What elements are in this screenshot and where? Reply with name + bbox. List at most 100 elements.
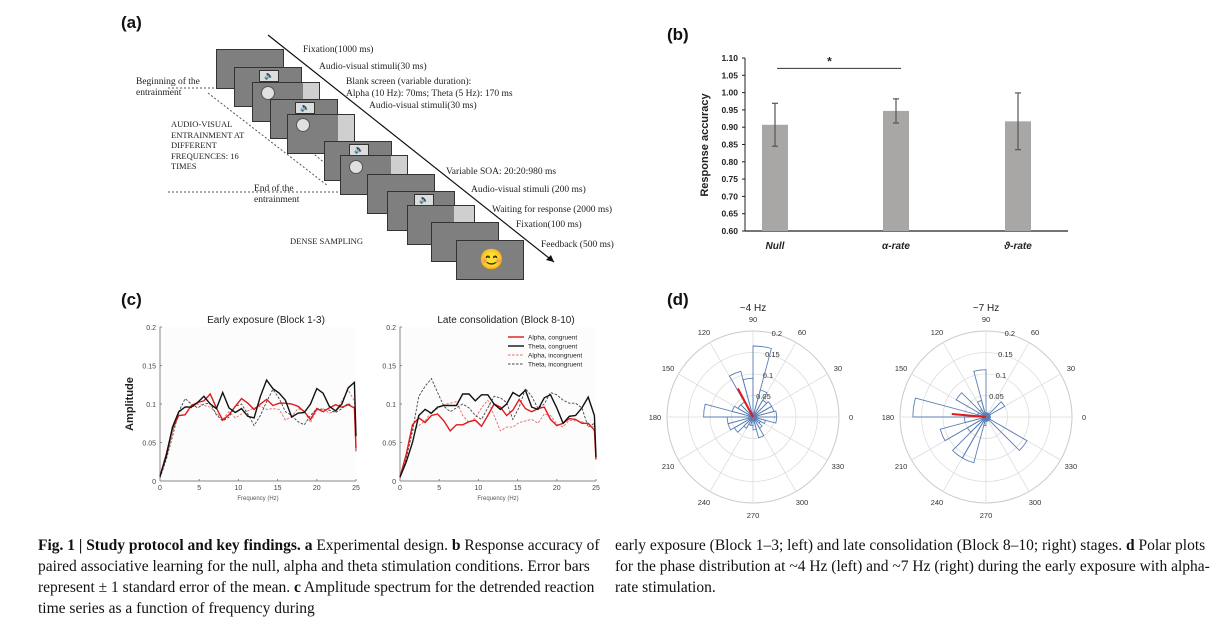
- angle-tick-label: 270: [747, 511, 760, 520]
- y-tick-label: 0.05: [142, 441, 156, 448]
- panel-a-experimental-design: 🔈 🔈 🔈 🔈 😊 Fixation(1000 ms) Audio-visual…: [0, 0, 640, 290]
- step-label: Audio-visual stimuli(30 ms): [319, 62, 427, 72]
- step-label: Alpha (10 Hz): 70ms; Theta (5 Hz): 170 m…: [346, 89, 513, 99]
- y-axis-label: Response accuracy: [699, 92, 711, 196]
- angle-tick-label: 240: [698, 498, 711, 507]
- y-tick-label: 0: [152, 479, 156, 486]
- x-tick-label: 5: [197, 485, 201, 492]
- angle-tick-label: 60: [798, 328, 806, 337]
- series-line-theta-congruent: [399, 388, 597, 478]
- note-line: TIMES: [171, 161, 197, 171]
- radial-tick-label: 0.05: [989, 392, 1004, 401]
- y-axis-label: Amplitude: [124, 377, 136, 431]
- x-tick-label: Null: [766, 241, 785, 252]
- angle-tick-label: 180: [882, 413, 895, 422]
- histogram-bin: [752, 345, 772, 418]
- panel-c-label: (c): [121, 290, 142, 309]
- legend-label: Alpha, congruent: [528, 335, 577, 342]
- angle-tick-label: 90: [982, 315, 990, 324]
- y-tick-label: 0.75: [721, 174, 738, 184]
- chart-title: Early exposure (Block 1-3): [207, 315, 325, 326]
- x-axis-label: Frequency (Hz): [477, 496, 518, 502]
- x-tick-label: 0: [398, 485, 402, 492]
- angle-tick-label: 0: [1082, 413, 1086, 422]
- radial-tick-label: 0.2: [772, 329, 782, 338]
- polar-title: ~4 Hz: [740, 303, 766, 314]
- step-label: Fixation(1000 ms): [303, 45, 374, 55]
- step-label: Feedback (500 ms): [541, 240, 614, 250]
- polar-title: ~7 Hz: [973, 303, 999, 314]
- angle-tick-label: 120: [931, 328, 944, 337]
- histogram-bin: [752, 416, 763, 429]
- circle-stimulus-icon: [349, 160, 363, 174]
- note-line: Beginning of the: [136, 77, 200, 87]
- histogram-bin: [985, 401, 1006, 418]
- circle-stimulus-icon: [296, 118, 310, 132]
- x-tick-label: 5: [437, 485, 441, 492]
- angle-tick-label: 330: [1065, 462, 1078, 471]
- radial-tick-label: 0.05: [756, 392, 771, 401]
- series-line-alpha-incongruent: [159, 389, 357, 477]
- y-tick-label: 0.65: [721, 209, 738, 219]
- histogram-bin: [985, 416, 991, 419]
- y-tick-label: 0.15: [382, 364, 396, 371]
- x-tick-label: α-rate: [882, 241, 910, 252]
- histogram-bin: [703, 403, 754, 418]
- mean-vector: [736, 388, 754, 418]
- angle-tick-label: 270: [980, 511, 993, 520]
- angle-tick-label: 120: [698, 328, 711, 337]
- x-tick-label: 10: [235, 485, 243, 492]
- histogram-bin: [752, 401, 773, 418]
- histogram-bin: [985, 416, 1028, 452]
- series-line-alpha-congruent: [399, 398, 597, 478]
- angle-tick-label: 60: [1031, 328, 1039, 337]
- bar: [883, 110, 909, 231]
- x-tick-label: 25: [592, 485, 600, 492]
- note-dense-sampling: DENSE SAMPLING: [290, 236, 363, 246]
- note-line: DIFFERENT: [171, 140, 217, 150]
- angle-tick-label: 30: [834, 364, 842, 373]
- panel-a-label: (a): [121, 13, 142, 32]
- y-tick-label: 0.85: [721, 140, 738, 150]
- note-line: entrainment: [254, 195, 300, 205]
- panel-b-label: (b): [667, 25, 689, 44]
- note-line: AUDIO-VISUAL: [171, 119, 233, 129]
- caption-left: Fig. 1 | Study protocol and key findings…: [38, 535, 603, 619]
- caption-part-label: a: [304, 537, 313, 554]
- caption-text: early exposure (Block 1–3; left) and lat…: [615, 537, 1126, 554]
- mean-vector: [951, 413, 987, 418]
- legend-label: Alpha, incongruent: [528, 353, 582, 360]
- angle-tick-label: 150: [895, 364, 908, 373]
- step-label: Audio-visual stimuli (200 ms): [471, 185, 586, 195]
- speaker-icon: 🔈: [414, 194, 434, 206]
- caption-right: early exposure (Block 1–3; left) and lat…: [615, 535, 1215, 598]
- angle-tick-label: 90: [749, 315, 757, 324]
- caption-part-label: d: [1125, 537, 1135, 554]
- radial-tick-label: 0.1: [996, 371, 1006, 380]
- angle-gridline: [709, 416, 754, 492]
- line-chart-c-left: 0 0.05 0.1 0.15 0.2 0 5 10 15 20 25 Frequency (Hz) E…: [124, 315, 360, 502]
- y-tick-label: 0.1: [386, 402, 396, 409]
- note-entrainment: AUDIO-VISUAL ENTRAINMENT AT DIFFERENT FR…: [171, 119, 244, 172]
- note-end-entrainment: End of the entrainment: [254, 184, 299, 206]
- y-tick-label: 0.60: [721, 226, 738, 236]
- histogram-bin: [983, 416, 987, 427]
- smiley-feedback-icon: 😊: [479, 249, 504, 271]
- y-tick-label: 0.1: [146, 402, 156, 409]
- note-line: FREQUENCES: 16: [171, 150, 239, 161]
- angle-gridline: [752, 416, 828, 461]
- y-tick-label: 0.05: [382, 441, 396, 448]
- series-line-theta-congruent: [159, 378, 357, 477]
- x-tick-label: 15: [274, 485, 282, 492]
- angle-tick-label: 150: [662, 364, 675, 373]
- caption-text: Experimental design.: [312, 537, 452, 554]
- y-tick-label: 0.90: [721, 122, 738, 132]
- step-label: Audio-visual stimuli(30 ms): [369, 101, 477, 111]
- y-tick-label: 0.80: [721, 157, 738, 167]
- histogram-bin: [961, 416, 987, 464]
- x-tick-label: 20: [553, 485, 561, 492]
- speaker-icon: 🔈: [295, 102, 315, 114]
- y-tick-label: 1.00: [721, 88, 738, 98]
- histogram-bin: [973, 369, 987, 418]
